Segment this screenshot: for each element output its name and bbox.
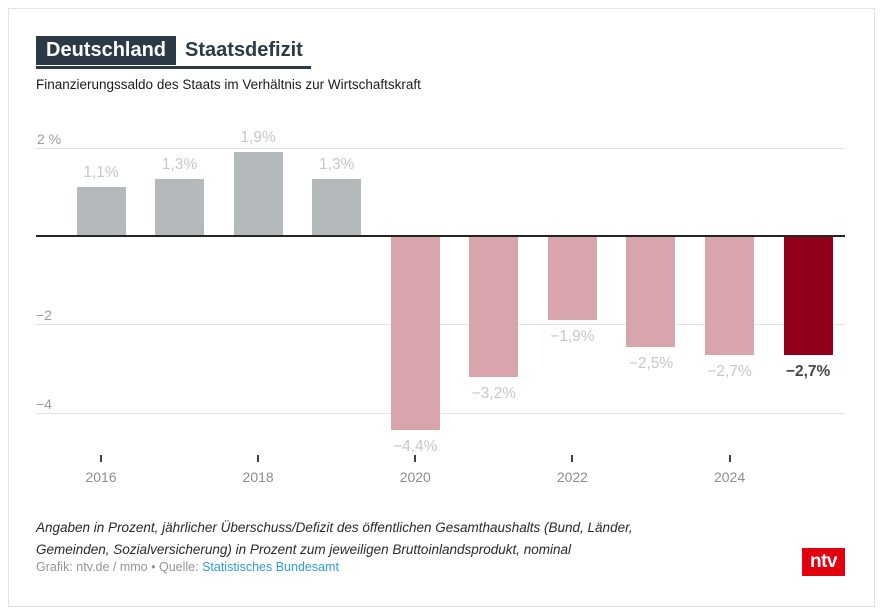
y-axis-label-2: 2 % [37,130,62,147]
x-tick-2022 [571,455,574,462]
value-label-2016: 1,1% [83,164,119,182]
gridline--2 [36,324,845,326]
value-label-2021: −3,2% [471,385,517,403]
source-link[interactable]: Statistisches Bundesamt [202,560,339,574]
x-axis-label-2016: 2016 [85,469,117,485]
gridline--4 [36,412,845,414]
x-tick-2016 [100,455,102,462]
x-axis-label-2020: 2020 [399,469,431,485]
bar-2025 [783,236,833,356]
value-label-2020: −4,4% [393,438,438,456]
value-label-2024: −2,7% [707,363,752,381]
value-label-2018: 1,9% [240,129,276,147]
bar-2024 [705,236,755,356]
x-tick-2018 [257,455,260,462]
credit-line: Grafik: ntv.de / mmo • Quelle: Statistis… [36,560,339,574]
bar-2016 [76,187,126,236]
credit-separator: • [151,560,156,574]
y-axis-label--4: −4 [36,395,52,412]
title-kicker: Deutschland [36,36,177,65]
chart-title: Deutschland Staatsdefizit [36,36,311,69]
x-axis-label-2024: 2024 [713,469,746,485]
bar-chart: 2 % −2 −4 1,1% 1,3% 1,9% 1,3% −4,4% −3,2% −1,9% −2… [36,129,845,495]
x-axis-label-2018: 2018 [242,469,274,485]
chart-footnote: Angaben in Prozent, jährlicher Überschus… [36,520,633,557]
value-label-2025: −2,7% [785,363,831,381]
y-axis-label--2: −2 [36,307,52,324]
x-tick-2024 [728,455,731,462]
x-tick-2020 [414,455,417,462]
bar-2020 [390,236,440,431]
chart-subtitle: Finanzierungssaldo des Staats im Verhält… [36,77,421,92]
source-label: Quelle: [158,560,199,574]
bar-2023 [626,236,676,347]
zero-axis-line [36,235,845,237]
bar-2022 [547,236,597,320]
value-label-2022: −1,9% [550,327,595,345]
bar-2017 [155,178,205,236]
credit-graphic: Grafik: ntv.de / mmo [36,560,148,574]
x-axis-label-2022: 2022 [556,469,588,485]
gridline-2 [36,147,845,149]
bar-2019 [312,178,362,236]
value-label-2019: 1,3% [319,155,355,173]
ntv-logo: ntv [802,548,845,576]
title-main: Staatsdefizit [185,39,303,61]
value-label-2017: 1,3% [161,155,198,173]
bar-2018 [233,152,283,236]
bar-2021 [469,236,519,378]
value-label-2023: −2,5% [628,354,674,372]
